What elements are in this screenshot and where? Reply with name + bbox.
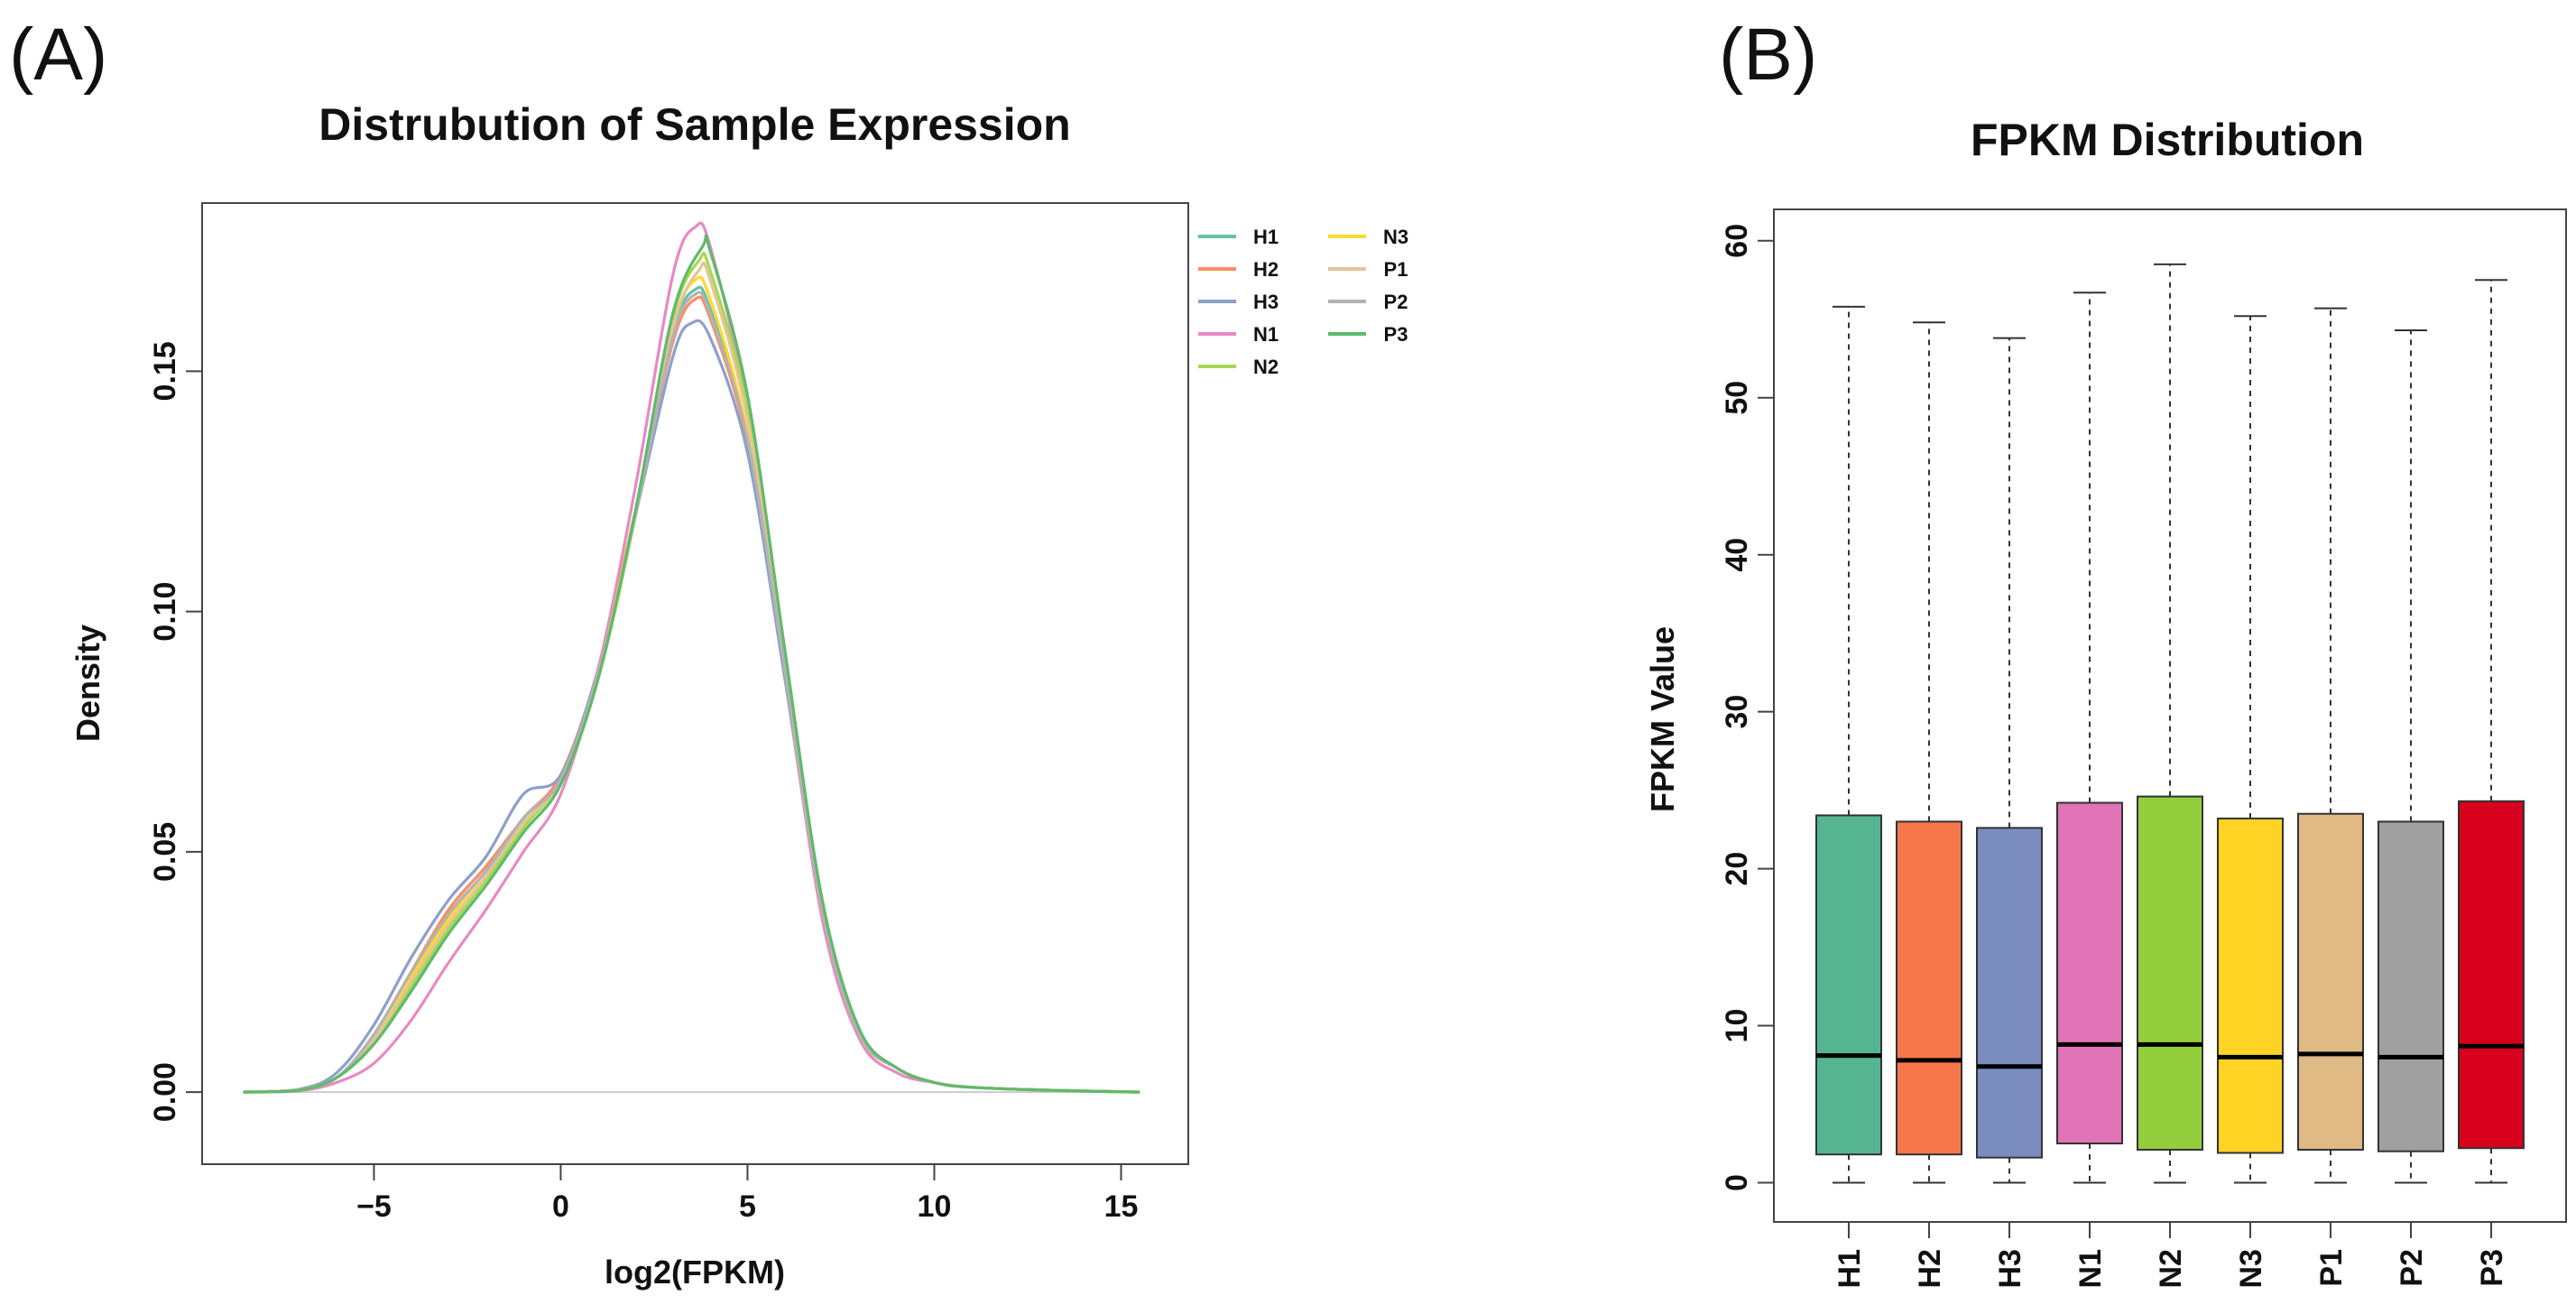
legend-label-n3: N3: [1383, 226, 1408, 248]
density-curve-h3: [243, 319, 1140, 1094]
x-tick-label: H2: [1913, 1249, 1947, 1288]
x-tick-label: H1: [1833, 1249, 1867, 1288]
iqr-box: [1976, 827, 2043, 1159]
x-tick-label: 5: [739, 1189, 756, 1224]
box-h1: [1815, 305, 1882, 1184]
density-legend: H1 H2 H3 N1 N2 N3 P1 P2 P3: [1198, 226, 1408, 378]
iqr-box: [2217, 817, 2284, 1154]
y-tick-label: 10: [1720, 1009, 1754, 1043]
iqr-box: [1896, 820, 1962, 1156]
y-tick-label: 20: [1720, 852, 1754, 886]
x-tick-label: N2: [2154, 1249, 2188, 1288]
legend-label-n1: N1: [1253, 323, 1279, 346]
density-curve-n3: [243, 275, 1140, 1094]
legend-label-n2: N2: [1253, 356, 1279, 378]
y-tick-label: 60: [1720, 224, 1754, 258]
x-tick-label: P1: [2314, 1249, 2349, 1287]
density-chart-title: Distrubution of Sample Expression: [319, 99, 1070, 150]
y-tick-label: 0: [1720, 1174, 1754, 1191]
x-tick-label: −5: [356, 1189, 392, 1224]
density-curve-p2: [243, 291, 1140, 1094]
iqr-box: [2137, 795, 2203, 1151]
iqr-box: [2297, 812, 2364, 1151]
y-tick-label: 0.15: [148, 341, 182, 401]
x-tick-label: N3: [2234, 1249, 2268, 1288]
box-plot-boxes: [1815, 263, 2525, 1184]
legend-label-p1: P1: [1384, 258, 1408, 281]
density-curve-p3: [243, 234, 1140, 1094]
x-tick-label: P2: [2395, 1249, 2429, 1287]
density-x-axis: −5 0 5 10 15: [356, 1163, 1139, 1224]
panel-b: (B) FPKM Distribution 0 10 20 30 40 50 60 H1 H2…: [1644, 14, 2567, 1288]
box-h3: [1976, 337, 2043, 1184]
density-curve-n2: [243, 251, 1140, 1094]
iqr-box: [2377, 820, 2444, 1152]
panel-a: (A) Distrubution of Sample Expression −5…: [9, 14, 1408, 1291]
legend-label-h1: H1: [1253, 226, 1279, 248]
density-plot-frame: [201, 202, 1189, 1165]
y-tick-label: 30: [1720, 695, 1754, 729]
x-tick-label: P3: [2475, 1249, 2509, 1287]
iqr-box: [2056, 801, 2123, 1145]
panel-a-label: (A): [9, 14, 107, 96]
box-h2: [1896, 321, 1962, 1184]
iqr-box: [1815, 814, 1882, 1156]
y-tick-label: 0.05: [148, 822, 182, 882]
density-curve-n1: [243, 221, 1140, 1094]
y-tick-label: 0.00: [148, 1062, 182, 1122]
box-p2: [2377, 328, 2444, 1184]
y-tick-label: 0.10: [148, 582, 182, 642]
box-chart-title: FPKM Distribution: [1971, 115, 2364, 165]
density-curve-p1: [243, 261, 1140, 1094]
x-tick-label: 10: [918, 1189, 952, 1224]
density-curve-h2: [243, 295, 1140, 1094]
x-tick-label: H3: [1993, 1249, 2027, 1288]
density-curve-h1: [243, 285, 1140, 1094]
x-tick-label: 0: [552, 1189, 569, 1224]
density-curves: [243, 221, 1140, 1094]
legend-label-p3: P3: [1384, 323, 1408, 346]
density-y-axis: 0.00 0.05 0.10 0.15: [148, 341, 203, 1122]
density-y-axis-title: Density: [69, 625, 106, 742]
iqr-box: [2458, 800, 2525, 1150]
box-n2: [2137, 263, 2203, 1184]
y-tick-label: 40: [1720, 538, 1754, 572]
box-p1: [2297, 307, 2364, 1184]
x-tick-label: N1: [2073, 1249, 2108, 1288]
legend-label-h3: H3: [1253, 291, 1279, 313]
box-n3: [2217, 315, 2284, 1184]
y-tick-label: 50: [1720, 381, 1754, 415]
legend-label-p2: P2: [1384, 291, 1408, 313]
box-x-axis: H1 H2 H3 N1 N2 N3 P1 P2 P3: [1833, 1221, 2509, 1288]
box-y-axis-title: FPKM Value: [1644, 626, 1681, 812]
legend-label-h2: H2: [1253, 258, 1279, 281]
box-p3: [2458, 279, 2525, 1184]
x-tick-label: 15: [1104, 1189, 1139, 1224]
box-n1: [2056, 291, 2123, 1184]
density-x-axis-title: log2(FPKM): [605, 1254, 785, 1291]
panel-b-label: (B): [1719, 14, 1817, 96]
box-y-axis: 0 10 20 30 40 50 60: [1720, 224, 1775, 1191]
